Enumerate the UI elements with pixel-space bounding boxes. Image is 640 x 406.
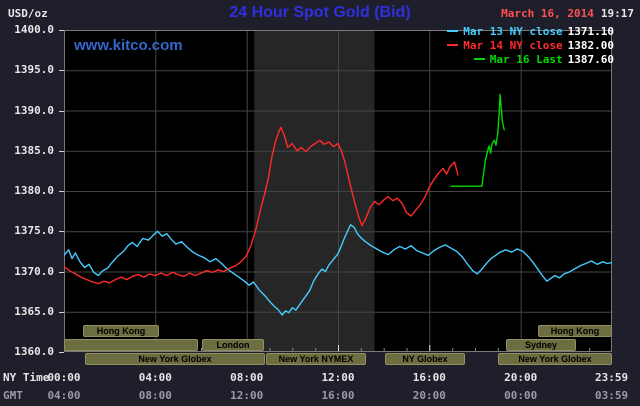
gmt-axis-label: GMT xyxy=(3,389,23,402)
session-box-hong-kong: Hong Kong xyxy=(538,325,612,337)
legend-line-swatch xyxy=(473,57,485,60)
gmt-tick-label: 03:59 xyxy=(594,389,629,402)
series-line xyxy=(64,224,612,316)
y-axis-units-label: USD/oz xyxy=(8,7,48,20)
gmt-tick-label: 08:00 xyxy=(138,389,172,402)
legend-label: Mar 13 NY close xyxy=(463,25,563,38)
legend-line-swatch xyxy=(447,43,459,46)
kitco-watermark-link[interactable]: www.kitco.com xyxy=(74,37,183,54)
y-axis-tick xyxy=(59,231,64,233)
y-axis-tick xyxy=(59,110,64,112)
gmt-tick-label: 00:00 xyxy=(504,389,538,402)
session-box-ny-globex: NY Globex xyxy=(385,353,465,365)
y-axis-tick-label: 1365.0 xyxy=(14,304,54,318)
session-box-sydney: Sydney xyxy=(506,339,576,351)
gmt-tick-label: 20:00 xyxy=(412,389,446,402)
y-axis-tick xyxy=(59,352,64,353)
series-line xyxy=(64,126,459,285)
chart-time: 19:17 xyxy=(600,7,634,20)
y-axis-tick-label: 1400.0 xyxy=(14,23,54,36)
y-axis-tick-label: 1390.0 xyxy=(14,103,54,117)
legend-value: 1387.60 xyxy=(567,53,614,66)
y-axis-tick-label: 1380.0 xyxy=(14,184,54,197)
session-box-london: London xyxy=(202,339,264,351)
y-axis-tick-label: 1360.0 xyxy=(14,345,54,358)
legend-line-swatch xyxy=(447,29,459,32)
ny-time-tick-label: 12:00 xyxy=(321,371,355,384)
series-line xyxy=(450,93,505,187)
gmt-tick-label: 04:00 xyxy=(47,389,81,402)
session-box-new-york-globex: New York Globex xyxy=(85,353,265,365)
legend-item: Mar 14 NY close 1382.00 xyxy=(447,39,614,53)
y-axis-tick-label: 1385.0 xyxy=(14,143,54,157)
y-axis-tick xyxy=(59,191,64,192)
chart-date: March 16, 2014 xyxy=(501,7,594,20)
ny-time-tick-label: 16:00 xyxy=(412,371,446,384)
y-axis-tick-label: 1370.0 xyxy=(14,264,54,278)
session-box-new-york-nymex: New York NYMEX xyxy=(266,353,366,365)
session-box xyxy=(64,339,198,351)
plot-border xyxy=(64,30,612,352)
gmt-tick-label: 16:00 xyxy=(321,389,355,402)
y-axis-tick-label: 1395.0 xyxy=(14,63,54,77)
y-axis-tick-label: 1375.0 xyxy=(14,224,54,238)
y-axis-tick xyxy=(59,150,64,152)
ny-time-axis-label: NY Time xyxy=(3,371,50,384)
ny-time-tick-label: 08:00 xyxy=(230,371,264,384)
legend-label: Mar 14 NY close xyxy=(463,39,563,52)
legend-value: 1371.10 xyxy=(567,25,614,38)
chart-datetime: March 16, 2014 19:17 xyxy=(501,7,634,20)
y-axis-tick xyxy=(59,30,64,31)
gmt-tick-label: 12:00 xyxy=(230,389,264,402)
session-box-new-york-globex: New York Globex xyxy=(498,353,612,365)
session-box-hong-kong: Hong Kong xyxy=(83,325,159,337)
y-axis-tick xyxy=(59,70,64,72)
legend-item: Mar 16 Last 1387.60 xyxy=(447,53,614,67)
legend-label: Mar 16 Last xyxy=(489,53,563,66)
y-axis-tick xyxy=(59,311,64,313)
y-axis-tick xyxy=(59,271,64,273)
ny-time-tick-label: 04:00 xyxy=(138,371,172,384)
plot-area: www.kitco.com xyxy=(64,30,612,352)
legend-item: Mar 13 NY close 1371.10 xyxy=(447,25,614,39)
legend: Mar 13 NY close 1371.10 Mar 14 NY close 138… xyxy=(447,25,614,67)
ny-time-tick-label: 20:00 xyxy=(504,371,538,384)
chart-canvas xyxy=(64,30,612,352)
legend-value: 1382.00 xyxy=(567,39,614,52)
ny-time-tick-label: 23:59 xyxy=(594,371,629,384)
chart-title: 24 Hour Spot Gold (Bid) xyxy=(229,4,411,21)
ny-time-tick-label: 00:00 xyxy=(47,371,81,384)
